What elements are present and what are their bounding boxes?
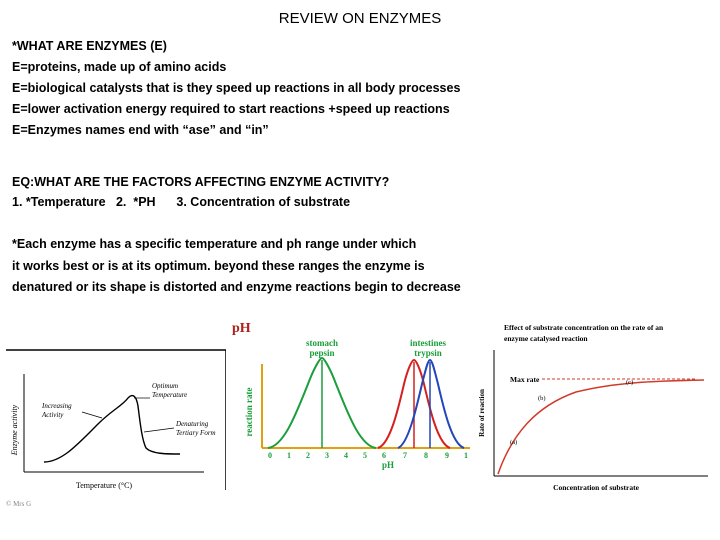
substrate-title-line1: Effect of substrate concentration on the… xyxy=(504,323,664,332)
note-line: it works best or is at its optimum. beyo… xyxy=(12,258,425,273)
definition-line: E=lower activation energy required to st… xyxy=(12,102,450,116)
max-rate-label: Max rate xyxy=(510,375,540,384)
optimum-label-line1: Optimum xyxy=(152,382,178,390)
ph-reaction-rate-graph: pH stomach pepsin intestines trypsin rea… xyxy=(232,321,470,470)
factors-section: EQ:WHAT ARE THE FACTORS AFFECTING ENZYME… xyxy=(12,172,389,212)
note-line: denatured or its shape is distorted and … xyxy=(12,280,461,294)
substrate-y-axis-label: Rate of reaction xyxy=(478,389,486,437)
essential-question: EQ:WHAT ARE THE FACTORS AFFECTING ENZYME… xyxy=(12,175,390,189)
ph-tick-label: 4 xyxy=(344,451,348,460)
definition-line: *WHAT ARE ENZYMES (E) xyxy=(12,39,167,53)
definition-line: E=Enzymes names end with “ase” and “in” xyxy=(12,123,269,137)
enzyme-definition-list: *WHAT ARE ENZYMES (E) E=proteins, made u… xyxy=(12,36,460,141)
temperature-activity-graph: Enzyme activity Temperature (°C) Optimum… xyxy=(6,349,226,508)
region-label-a: (a) xyxy=(510,439,517,446)
ph-x-axis-label: pH xyxy=(382,460,394,470)
ph-tick-label: 1 xyxy=(287,451,291,460)
ph-y-axis-label: reaction rate xyxy=(244,387,254,436)
stomach-label: stomach xyxy=(306,338,338,348)
intestines-label: intestines xyxy=(410,338,446,348)
rate-curve xyxy=(497,379,705,475)
ph-tick-label: 3 xyxy=(325,451,329,460)
increasing-pointer xyxy=(81,411,103,419)
region-label-c: (c) xyxy=(626,379,633,386)
page-title: REVIEW ON ENZYMES xyxy=(278,10,442,27)
increasing-label-line1: Increasing xyxy=(41,402,72,410)
denaturing-label-line2: Tertiary Form xyxy=(176,429,216,437)
substrate-concentration-graph: Effect of substrate concentration on the… xyxy=(478,323,708,492)
ph-tick-label: 0 xyxy=(268,451,272,460)
trypsin-label: trypsin xyxy=(414,348,442,358)
ph-tick-label: 1 xyxy=(464,451,468,460)
substrate-x-axis-label: Concentration of substrate xyxy=(553,483,639,492)
x-axis-label: Temperature (°C) xyxy=(76,481,133,490)
ph-graph-title: pH xyxy=(232,321,251,336)
trypsin-curve xyxy=(397,358,465,449)
ph-tick-label: 6 xyxy=(382,451,386,460)
footnote: © Mrs G xyxy=(6,500,31,508)
ph-tick-labels: 0 1 2 3 4 5 6 7 8 9 1 xyxy=(268,451,468,460)
optimum-note: *Each enzyme has a specific temperature … xyxy=(12,234,461,299)
ph-tick-label: 2 xyxy=(306,451,310,460)
increasing-label-line2: Activity xyxy=(41,411,64,419)
definition-line: E=proteins, made up of amino acids xyxy=(12,60,227,74)
denaturing-pointer xyxy=(143,427,175,433)
definition-line: E=biological catalysts that is they spee… xyxy=(12,81,461,95)
denaturing-label-line1: Denaturing xyxy=(175,420,209,428)
ph-tick-label: 9 xyxy=(445,451,449,460)
pepsin-label: pepsin xyxy=(309,348,334,358)
region-label-b: (b) xyxy=(538,395,546,402)
ph-tick-label: 8 xyxy=(424,451,428,460)
substrate-title-line2: enzyme catalysed reaction xyxy=(504,334,588,343)
ph-tick-label: 5 xyxy=(363,451,367,460)
optimum-label-line2: Temperature xyxy=(152,391,187,399)
pepsin-curve xyxy=(267,356,377,449)
activity-curve xyxy=(43,394,181,463)
note-line: *Each enzyme has a specific temperature … xyxy=(12,237,417,251)
ph-tick-label: 7 xyxy=(403,451,407,460)
y-axis-label: Enzyme activity xyxy=(10,404,19,456)
factors-list: 1. *Temperature 2. *PH 3. Concentration … xyxy=(12,195,351,209)
